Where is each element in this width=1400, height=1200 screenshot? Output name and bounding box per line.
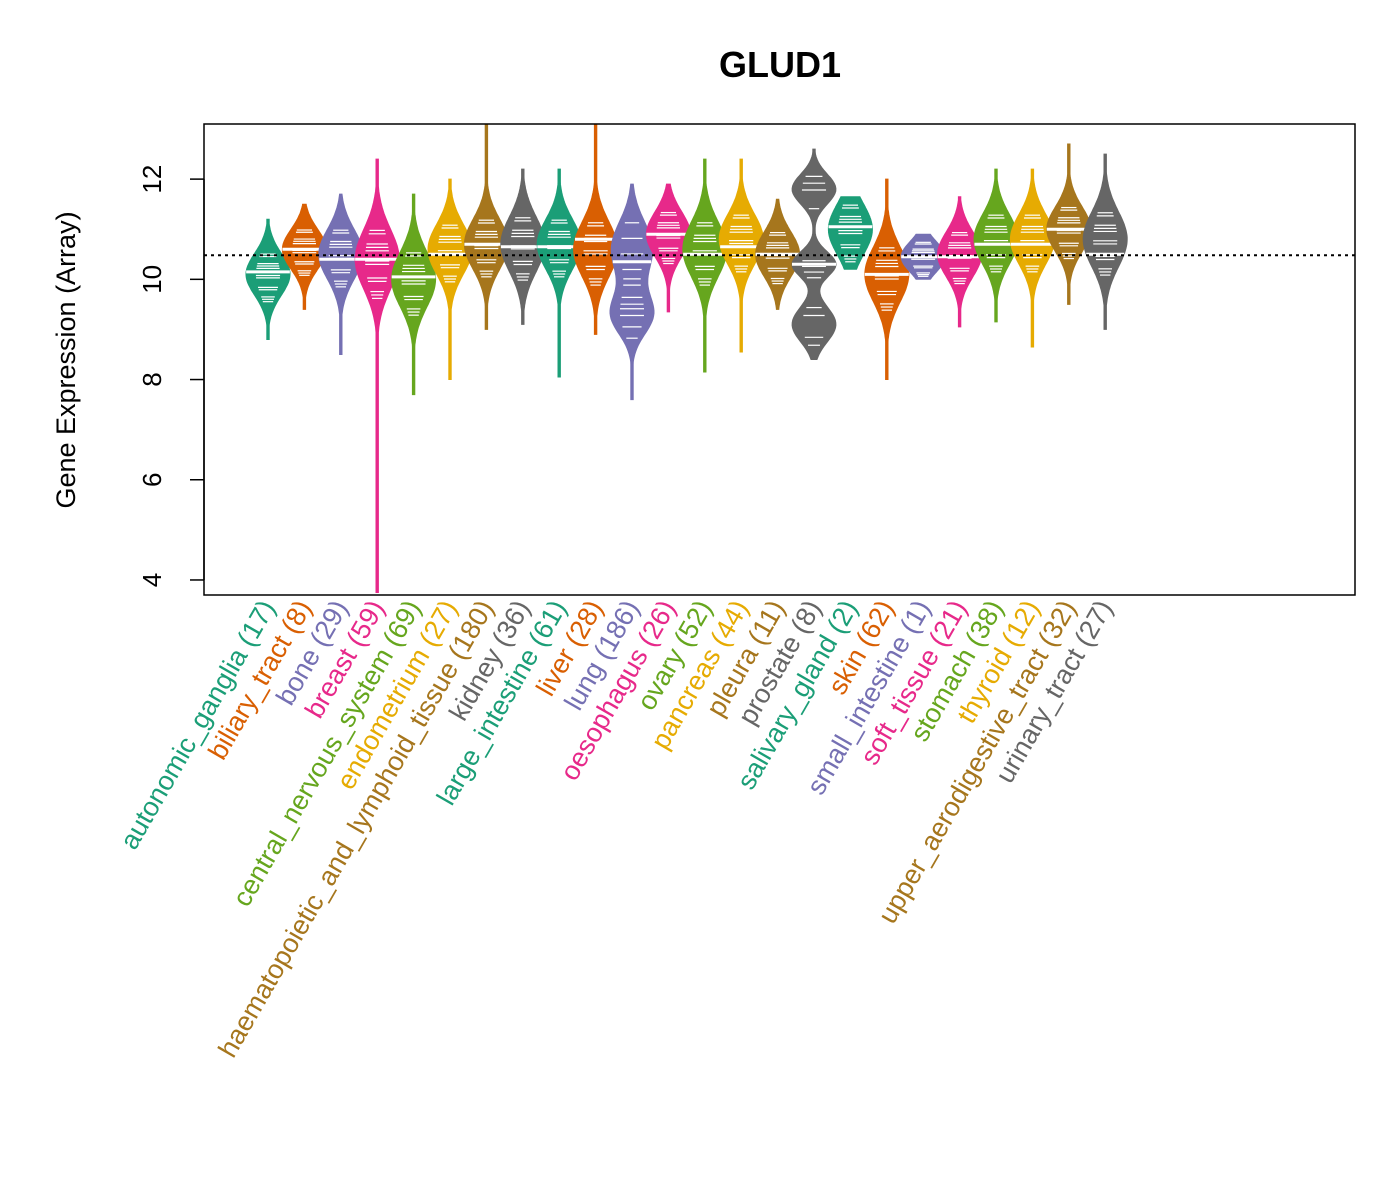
- violin-11: [645, 183, 691, 313]
- violin-8: [536, 168, 582, 378]
- violin-body: [318, 193, 364, 355]
- y-tick-label: 10: [137, 265, 167, 294]
- violin-body: [609, 183, 655, 401]
- violin-17: [864, 178, 910, 380]
- violin-body: [463, 123, 509, 330]
- violin-3: [354, 158, 400, 593]
- y-axis: 4 6 8 10 12: [137, 165, 205, 587]
- y-tick-label: 8: [137, 372, 167, 386]
- violin-0: [245, 218, 291, 340]
- x-axis-labels: autonomic_ganglia (17)biliary_tract (8)b…: [114, 595, 1118, 1062]
- violin-22: [1046, 143, 1092, 305]
- plot-frame: [203, 123, 1356, 596]
- x-tick-label: autonomic_ganglia (17): [114, 595, 281, 854]
- violin-10: [609, 183, 655, 401]
- violin-body: [281, 203, 327, 310]
- violin-body: [937, 196, 983, 328]
- violins-layer: [245, 123, 1128, 593]
- violin-16: [827, 196, 873, 270]
- violin-12: [682, 158, 728, 373]
- y-axis-label: Gene Expression (Array): [51, 211, 81, 508]
- violin-body: [245, 218, 291, 340]
- violin-19: [937, 196, 983, 328]
- y-tick-label: 6: [137, 473, 167, 487]
- violin-13: [718, 158, 764, 353]
- violin-6: [463, 123, 509, 330]
- violin-1: [281, 203, 327, 310]
- violin-body: [391, 193, 437, 396]
- violin-body: [1046, 143, 1092, 305]
- violin-23: [1082, 153, 1128, 330]
- violin-2: [318, 193, 364, 355]
- y-tick-label: 4: [137, 573, 167, 587]
- chart-title: GLUD1: [719, 44, 841, 85]
- violin-body: [682, 158, 728, 373]
- violin-body: [1082, 153, 1128, 330]
- violin-7: [500, 168, 546, 325]
- violin-4: [391, 193, 437, 396]
- violin-14: [755, 198, 801, 310]
- violin-body: [536, 168, 582, 378]
- violin-body: [718, 158, 764, 353]
- violin-21: [1009, 168, 1055, 348]
- violin-5: [427, 178, 473, 380]
- y-tick-label: 12: [137, 165, 167, 194]
- violin-body: [354, 158, 400, 593]
